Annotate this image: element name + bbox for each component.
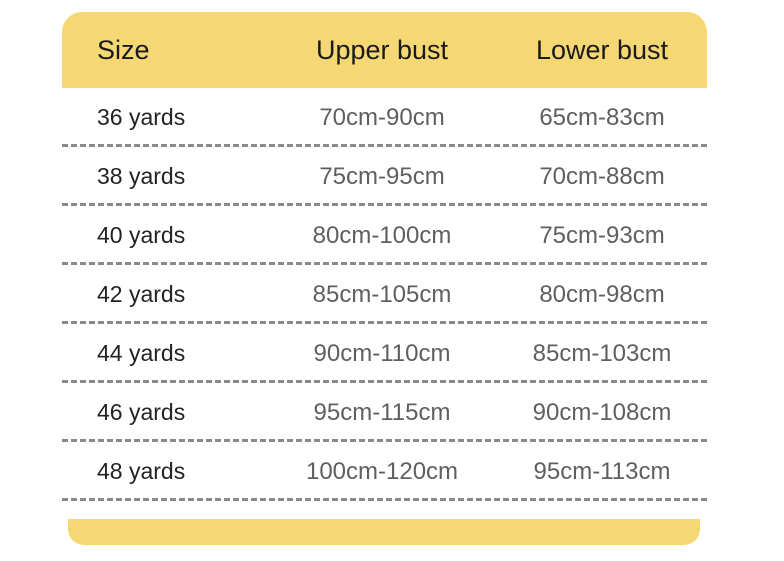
cell-size: 36 yards bbox=[97, 104, 186, 130]
cell-lower-bust: 85cm-103cm bbox=[532, 339, 672, 367]
cell-upper-bust: 90cm-110cm bbox=[313, 339, 451, 367]
column-header-upper-bust: Upper bust bbox=[315, 34, 449, 65]
row-divider bbox=[62, 380, 707, 383]
cell-upper-bust: 100cm-120cm bbox=[305, 457, 459, 485]
row-divider bbox=[62, 321, 707, 324]
cell-size: 38 yards bbox=[97, 163, 186, 189]
row-divider bbox=[62, 439, 707, 442]
cell-lower-bust: 70cm-88cm bbox=[539, 162, 665, 190]
table-footer-bar bbox=[68, 519, 700, 545]
size-chart-table: Size Upper bust Lower bust 36 yards 70cm… bbox=[62, 12, 707, 501]
table-row: 42 yards 85cm-105cm 80cm-98cm bbox=[62, 265, 707, 324]
row-divider bbox=[62, 262, 707, 265]
table-row: 48 yards 100cm-120cm 95cm-113cm bbox=[62, 442, 707, 501]
cell-lower-bust: 90cm-108cm bbox=[532, 398, 672, 426]
table-row: 40 yards 80cm-100cm 75cm-93cm bbox=[62, 206, 707, 265]
cell-upper-bust: 70cm-90cm bbox=[319, 103, 445, 131]
cell-upper-bust: 95cm-115cm bbox=[313, 398, 451, 426]
cell-size: 48 yards bbox=[97, 458, 186, 484]
cell-size: 42 yards bbox=[97, 281, 186, 307]
cell-size: 44 yards bbox=[97, 340, 186, 366]
cell-size: 46 yards bbox=[97, 399, 186, 425]
table-header-row: Size Upper bust Lower bust bbox=[62, 12, 707, 88]
row-divider bbox=[62, 203, 707, 206]
cell-lower-bust: 65cm-83cm bbox=[539, 103, 665, 131]
row-divider bbox=[62, 144, 707, 147]
table-row: 44 yards 90cm-110cm 85cm-103cm bbox=[62, 324, 707, 383]
cell-upper-bust: 85cm-105cm bbox=[312, 280, 452, 308]
table-row: 36 yards 70cm-90cm 65cm-83cm bbox=[62, 88, 707, 147]
cell-upper-bust: 75cm-95cm bbox=[319, 162, 445, 190]
table-body: 36 yards 70cm-90cm 65cm-83cm 38 yards 75… bbox=[62, 88, 707, 501]
cell-upper-bust: 80cm-100cm bbox=[312, 221, 452, 249]
cell-lower-bust: 80cm-98cm bbox=[539, 280, 665, 308]
column-header-lower-bust: Lower bust bbox=[535, 34, 669, 65]
cell-lower-bust: 95cm-113cm bbox=[533, 457, 671, 485]
table-row: 46 yards 95cm-115cm 90cm-108cm bbox=[62, 383, 707, 442]
cell-lower-bust: 75cm-93cm bbox=[539, 221, 665, 249]
row-divider bbox=[62, 498, 707, 501]
column-header-size: Size bbox=[97, 34, 150, 65]
cell-size: 40 yards bbox=[97, 222, 186, 248]
table-row: 38 yards 75cm-95cm 70cm-88cm bbox=[62, 147, 707, 206]
